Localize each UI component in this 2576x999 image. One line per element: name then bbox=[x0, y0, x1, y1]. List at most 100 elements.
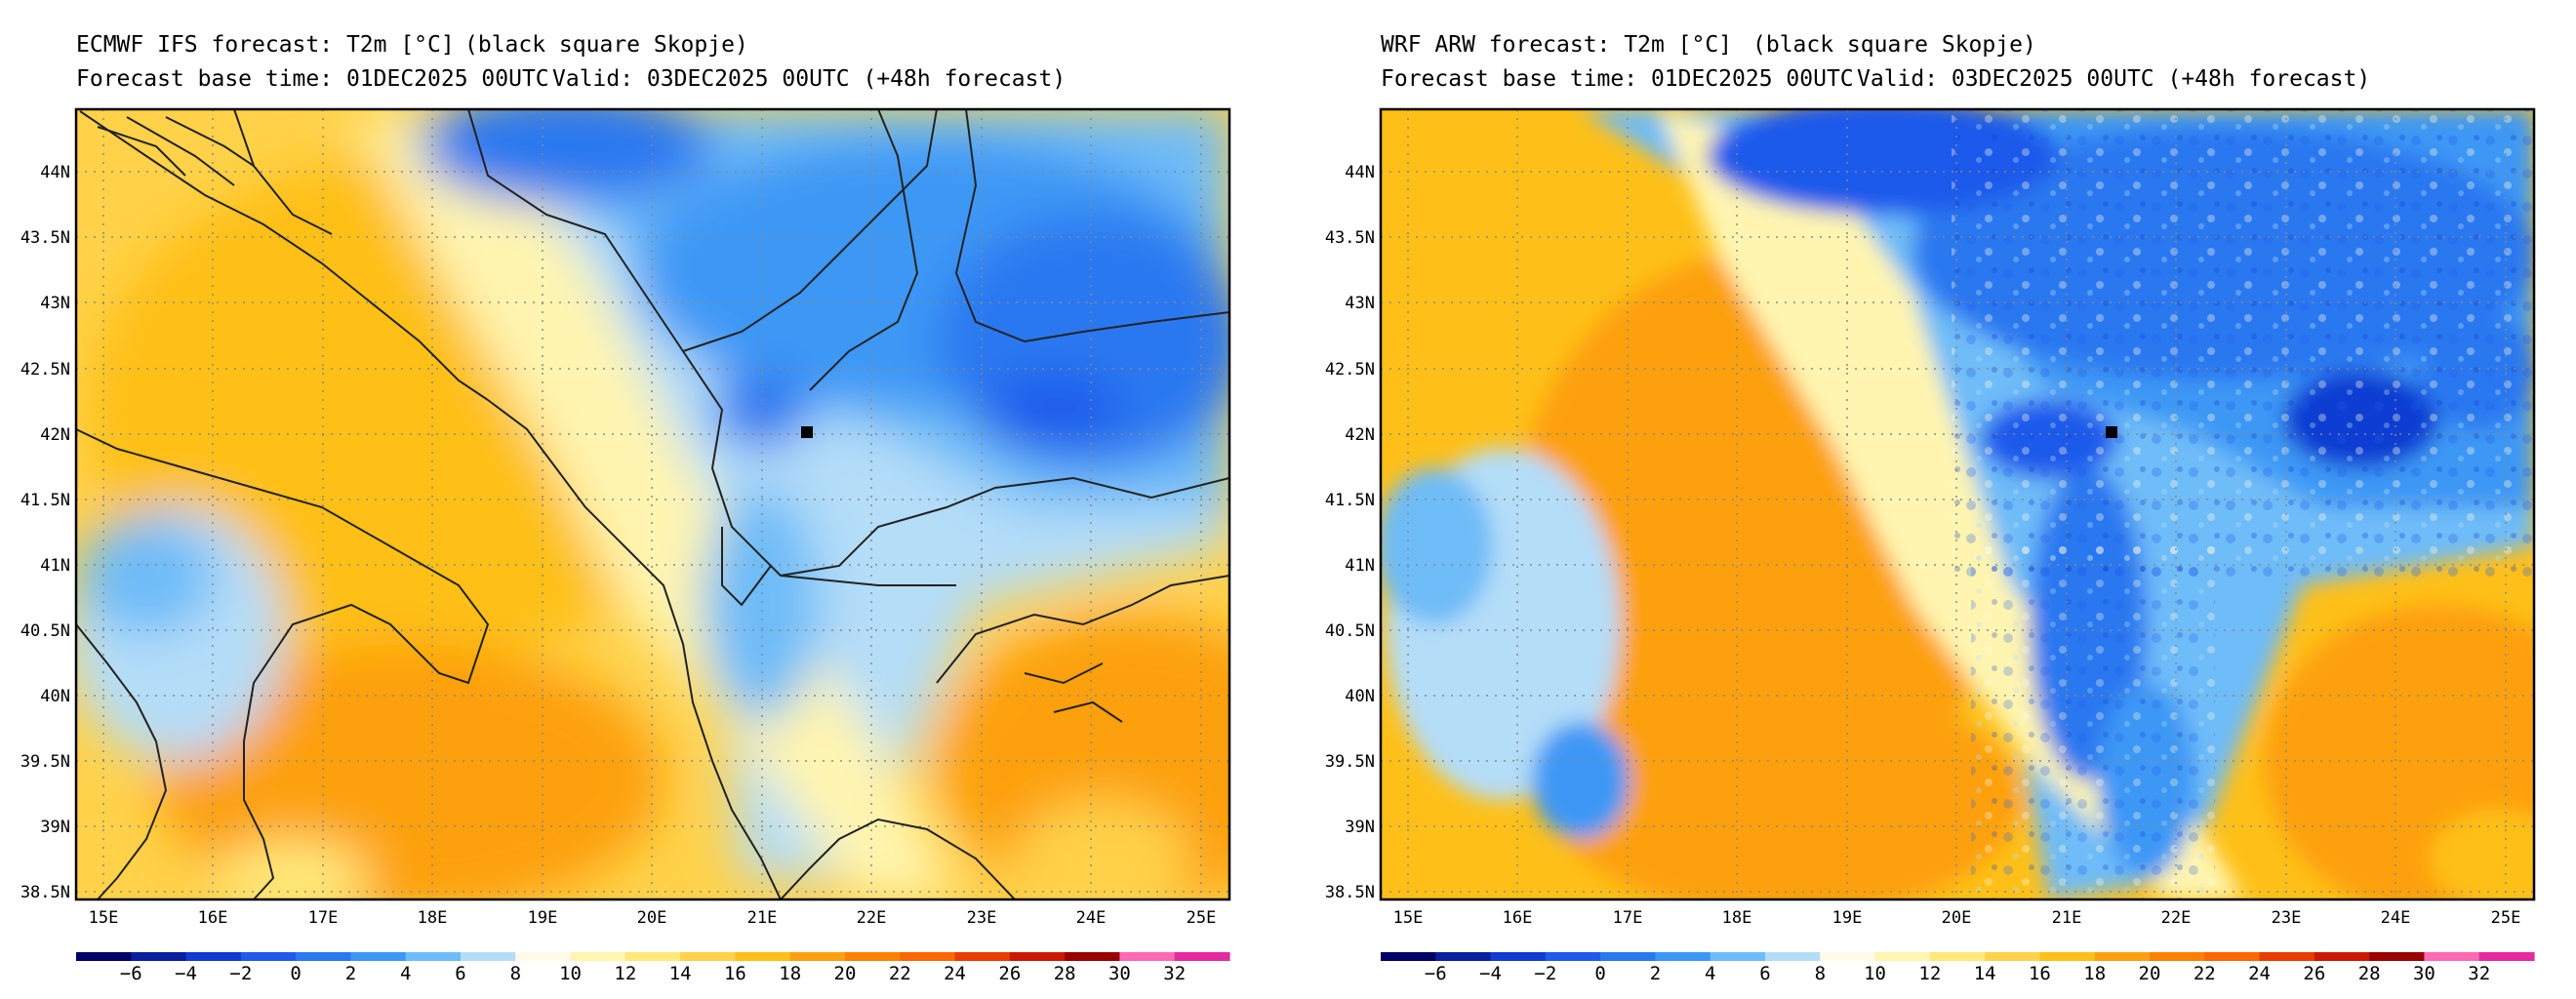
lon-label: 20E bbox=[637, 908, 667, 928]
colorbar-tick-label: 28 bbox=[2358, 963, 2381, 984]
lat-label: 39.5N bbox=[20, 752, 70, 772]
lat-label: 43N bbox=[40, 294, 70, 313]
colorbar-swatch bbox=[624, 952, 681, 961]
colorbar-tick-label: 32 bbox=[2468, 963, 2490, 984]
lat-label: 38.5N bbox=[1325, 883, 1375, 902]
colorbar-tick-label: 18 bbox=[779, 963, 801, 984]
colorbar-tick-label: 8 bbox=[1815, 963, 1826, 984]
colorbar-tick-label: 2 bbox=[345, 963, 356, 984]
lon-label: 18E bbox=[1722, 908, 1752, 928]
lat-label: 41N bbox=[40, 556, 70, 576]
colorbar-tick-label: 22 bbox=[889, 963, 911, 984]
colorbar-swatch bbox=[900, 952, 956, 961]
colorbar-tick-label: 20 bbox=[2139, 963, 2161, 984]
colorbar-tick-label: −2 bbox=[229, 963, 252, 984]
forecast-valid-time: Valid: 03DEC2025 00UTC (+48h forecast) bbox=[1857, 66, 2370, 92]
lon-label: 15E bbox=[1393, 908, 1424, 928]
colorbar-swatch bbox=[1710, 952, 1766, 961]
panel-ecmwf: ECMWF IFS forecast: T2m [°C] (black squa… bbox=[20, 32, 1231, 984]
colorbar-swatch bbox=[2314, 952, 2370, 961]
colorbar-swatch bbox=[2094, 952, 2151, 961]
lon-label: 16E bbox=[198, 908, 228, 928]
panel-wrf: WRF ARW forecast: T2m [°C] (black square… bbox=[1325, 32, 2536, 984]
colorbar-tick-label: 10 bbox=[559, 963, 582, 984]
colorbar-tick-label: 6 bbox=[455, 963, 465, 984]
colorbar-tick-label: 4 bbox=[1705, 963, 1715, 984]
colorbar-swatch bbox=[1600, 952, 1657, 961]
lat-label: 43.5N bbox=[20, 228, 70, 248]
forecast-valid-time: Valid: 03DEC2025 00UTC (+48h forecast) bbox=[552, 66, 1066, 92]
colorbar-swatch bbox=[735, 952, 791, 961]
colorbar-swatch bbox=[1009, 952, 1066, 961]
lon-label: 23E bbox=[967, 908, 997, 928]
longitude-labels: 15E 16E 17E 18E 19E 20E 21E 22E 23E 24E … bbox=[89, 908, 1217, 928]
colorbar-swatch bbox=[789, 952, 846, 961]
lon-label: 21E bbox=[747, 908, 778, 928]
temperature-field bbox=[1381, 109, 2534, 899]
lat-label: 42N bbox=[1345, 425, 1375, 445]
lat-lon-grid bbox=[76, 109, 1229, 899]
colorbar-tick-label: 10 bbox=[1864, 963, 1886, 984]
skopje-marker bbox=[801, 426, 813, 438]
lon-label: 15E bbox=[89, 908, 119, 928]
colorbar-swatch bbox=[1985, 952, 2041, 961]
colorbar-tick-label: 6 bbox=[1759, 963, 1770, 984]
colorbar-tick-label: 12 bbox=[614, 963, 636, 984]
colorbar-swatch bbox=[1174, 952, 1230, 961]
lat-label: 41.5N bbox=[20, 491, 70, 510]
colorbar-tick-label: 30 bbox=[2413, 963, 2435, 984]
colorbar-tick-label: 4 bbox=[400, 963, 411, 984]
lat-label: 41.5N bbox=[1325, 491, 1375, 510]
coastlines-and-borders bbox=[76, 109, 1229, 899]
colorbar-tick-label: −6 bbox=[1425, 963, 1447, 984]
lat-label: 42.5N bbox=[1325, 360, 1375, 380]
lon-label: 16E bbox=[1503, 908, 1533, 928]
lat-lon-grid bbox=[1381, 109, 2534, 899]
colorbar-swatch bbox=[405, 952, 462, 961]
colorbar-tick-label: 26 bbox=[998, 963, 1021, 984]
colorbar-swatch bbox=[240, 952, 297, 961]
colorbar-swatch bbox=[954, 952, 1011, 961]
lat-label: 40N bbox=[1345, 687, 1375, 706]
colorbar-swatch bbox=[1655, 952, 1711, 961]
colorbar-swatch bbox=[1065, 952, 1121, 961]
colorbar-swatch bbox=[2478, 952, 2535, 961]
colorbar-swatch bbox=[1119, 952, 1176, 961]
colorbar-tick-label: 0 bbox=[1594, 963, 1605, 984]
colorbar-swatch bbox=[1874, 952, 1931, 961]
panel-subtitle-note: (black square Skopje) bbox=[464, 32, 748, 58]
colorbar-tick-label: 20 bbox=[834, 963, 857, 984]
colorbar-swatch bbox=[185, 952, 242, 961]
lat-label: 40.5N bbox=[20, 621, 70, 641]
colorbar-tick-label: 24 bbox=[944, 963, 966, 984]
colorbar-swatch bbox=[2150, 952, 2205, 961]
lon-label: 23E bbox=[2272, 908, 2302, 928]
panel-title: ECMWF IFS forecast: T2m [°C] bbox=[76, 32, 455, 58]
colorbar-tick-label: −6 bbox=[120, 963, 142, 984]
colorbar-swatch bbox=[1545, 952, 1601, 961]
lat-label: 40.5N bbox=[1325, 621, 1375, 641]
colorbar-swatch bbox=[570, 952, 626, 961]
forecast-base-time: Forecast base time: 01DEC2025 00UTC bbox=[76, 66, 549, 92]
lon-label: 25E bbox=[2491, 908, 2521, 928]
colorbar-tick-label: 28 bbox=[1054, 963, 1076, 984]
colorbar-tick-label: 14 bbox=[1974, 963, 1996, 984]
panel-subtitle-note: (black square Skopje) bbox=[1752, 32, 2036, 58]
forecast-base-time: Forecast base time: 01DEC2025 00UTC bbox=[1381, 66, 1854, 92]
lon-label: 24E bbox=[2381, 908, 2411, 928]
colorbar-swatch bbox=[2424, 952, 2480, 961]
lat-label: 42.5N bbox=[20, 360, 70, 380]
lon-label: 25E bbox=[1187, 908, 1217, 928]
colorbar-tick-label: −2 bbox=[1534, 963, 1556, 984]
colorbar-tick-label: 30 bbox=[1108, 963, 1131, 984]
lon-label: 24E bbox=[1076, 908, 1107, 928]
lon-label: 18E bbox=[418, 908, 448, 928]
colorbar-swatch bbox=[845, 952, 901, 961]
lat-label: 43N bbox=[1345, 294, 1375, 313]
colorbar-swatch bbox=[1381, 952, 1436, 961]
lat-label: 44N bbox=[40, 163, 70, 182]
colorbar-tick-label: 2 bbox=[1650, 963, 1661, 984]
lon-label: 22E bbox=[2161, 908, 2192, 928]
colorbar-swatch bbox=[76, 952, 132, 961]
